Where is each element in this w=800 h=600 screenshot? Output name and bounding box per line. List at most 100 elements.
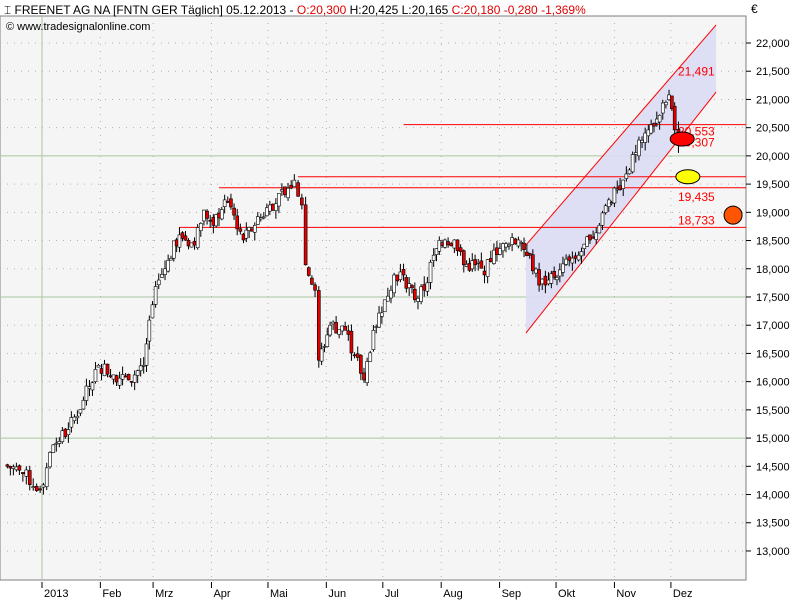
candle-body [603, 205, 608, 213]
candle-body [446, 241, 450, 246]
candle-body [633, 152, 638, 155]
candle-body [300, 197, 304, 206]
candle-body [129, 380, 134, 383]
candle-body [108, 375, 113, 378]
y-tick-label: 19,500 [756, 179, 790, 191]
candle-body [449, 243, 454, 247]
candle-body [183, 235, 188, 241]
channel-upper-line [525, 24, 717, 246]
candle-body [404, 277, 409, 289]
candle-body [567, 256, 572, 261]
candle-body [498, 248, 502, 255]
candle-body [232, 207, 236, 216]
signal-marker [675, 169, 701, 185]
candle-body [274, 203, 278, 211]
candle-body [495, 247, 499, 256]
candle-body [428, 261, 433, 283]
candle-body [549, 273, 554, 284]
candle-body [643, 132, 647, 143]
candle-body [522, 242, 526, 251]
candle-body [135, 370, 140, 376]
candle-body [132, 374, 137, 383]
candle-body [141, 364, 146, 367]
close-change: C:20,180 -0,280 -1,369% [451, 3, 586, 17]
candle-body [664, 101, 668, 106]
candle-body [235, 215, 240, 230]
candle-body [69, 417, 74, 428]
candle-body [102, 363, 107, 377]
y-tick-label: 22,000 [756, 38, 790, 50]
candle-body [244, 229, 249, 239]
candle-body [292, 179, 297, 188]
candle-body [346, 330, 351, 335]
candle-body [597, 225, 602, 234]
candle-body [434, 248, 439, 255]
candle-body [93, 369, 98, 382]
chart-title: FREENET AG NA [FNTN GER Täglich] 05.12.2… [14, 3, 297, 17]
candle-body [14, 466, 19, 471]
candle-body [588, 234, 592, 241]
candle-body [576, 254, 581, 261]
candle-body [558, 269, 562, 277]
price-annotation: 21,491 [678, 65, 715, 79]
candle-body [150, 304, 155, 319]
candle-body [238, 228, 243, 232]
candle-body [591, 236, 595, 239]
candle-body [255, 216, 260, 225]
candle-body [313, 284, 317, 291]
candle-body [66, 429, 71, 436]
candle-body [382, 299, 387, 313]
candle-body [319, 348, 324, 362]
y-tick-label: 16,000 [756, 377, 790, 389]
x-tick-label: Dez [673, 588, 693, 600]
x-tick-label: Jul [385, 588, 399, 600]
candle-body [355, 353, 360, 358]
candle-body [75, 415, 80, 419]
candle-body [51, 444, 56, 453]
candle-body [147, 319, 152, 342]
y-tick-label: 19,000 [756, 207, 790, 219]
candle-body [637, 139, 641, 157]
candle-body [455, 239, 460, 252]
y-tick-label: 13,000 [756, 546, 790, 558]
candle-body [111, 374, 116, 380]
y-tick-label: 16,500 [756, 348, 790, 360]
candle-body [283, 186, 287, 196]
candle-body [368, 352, 373, 362]
candle-body [492, 249, 496, 264]
candle-body [72, 416, 77, 422]
candle-body [431, 254, 436, 261]
candle-body [54, 442, 59, 445]
candle-body [271, 203, 275, 211]
candle-body [325, 334, 330, 347]
x-tick-label: Jun [328, 588, 346, 600]
candle-body [670, 95, 674, 110]
high-low-values: H:20,425 L:20,165 [346, 3, 452, 17]
y-tick-label: 21,500 [756, 66, 790, 78]
x-tick-label: Mai [270, 588, 288, 600]
candle-body [652, 123, 656, 127]
candle-body [289, 184, 293, 189]
candle-body [5, 464, 10, 467]
level-label: 18,733 [678, 213, 715, 227]
x-tick-label: Feb [102, 588, 121, 600]
chart-header: ⌶ FREENET AG NA [FNTN GER Täglich] 05.12… [4, 3, 586, 18]
candle-body [501, 243, 505, 252]
candle-body [334, 322, 338, 334]
candle-body [63, 428, 68, 437]
candle-body [166, 259, 170, 272]
candle-body [531, 254, 535, 272]
candle-body [126, 374, 131, 381]
candle-body [527, 253, 532, 256]
candle-body [507, 244, 511, 247]
candle-body [640, 140, 644, 143]
candle-body [57, 441, 62, 444]
candle-body [540, 278, 545, 285]
candle-body [362, 372, 366, 381]
candle-body [156, 279, 161, 286]
candle-body [123, 375, 128, 378]
candle-body [537, 269, 541, 286]
signal-marker [723, 205, 743, 225]
candle-body [38, 488, 42, 491]
candle-body [160, 273, 164, 278]
